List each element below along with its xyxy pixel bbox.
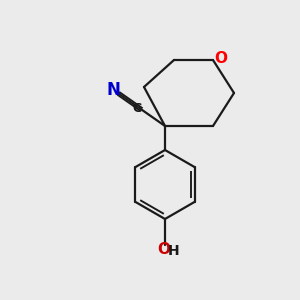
Text: H: H [168, 244, 179, 258]
Text: O: O [214, 51, 228, 66]
Text: N: N [107, 81, 121, 99]
Text: O: O [158, 242, 171, 257]
Text: C: C [133, 102, 142, 115]
